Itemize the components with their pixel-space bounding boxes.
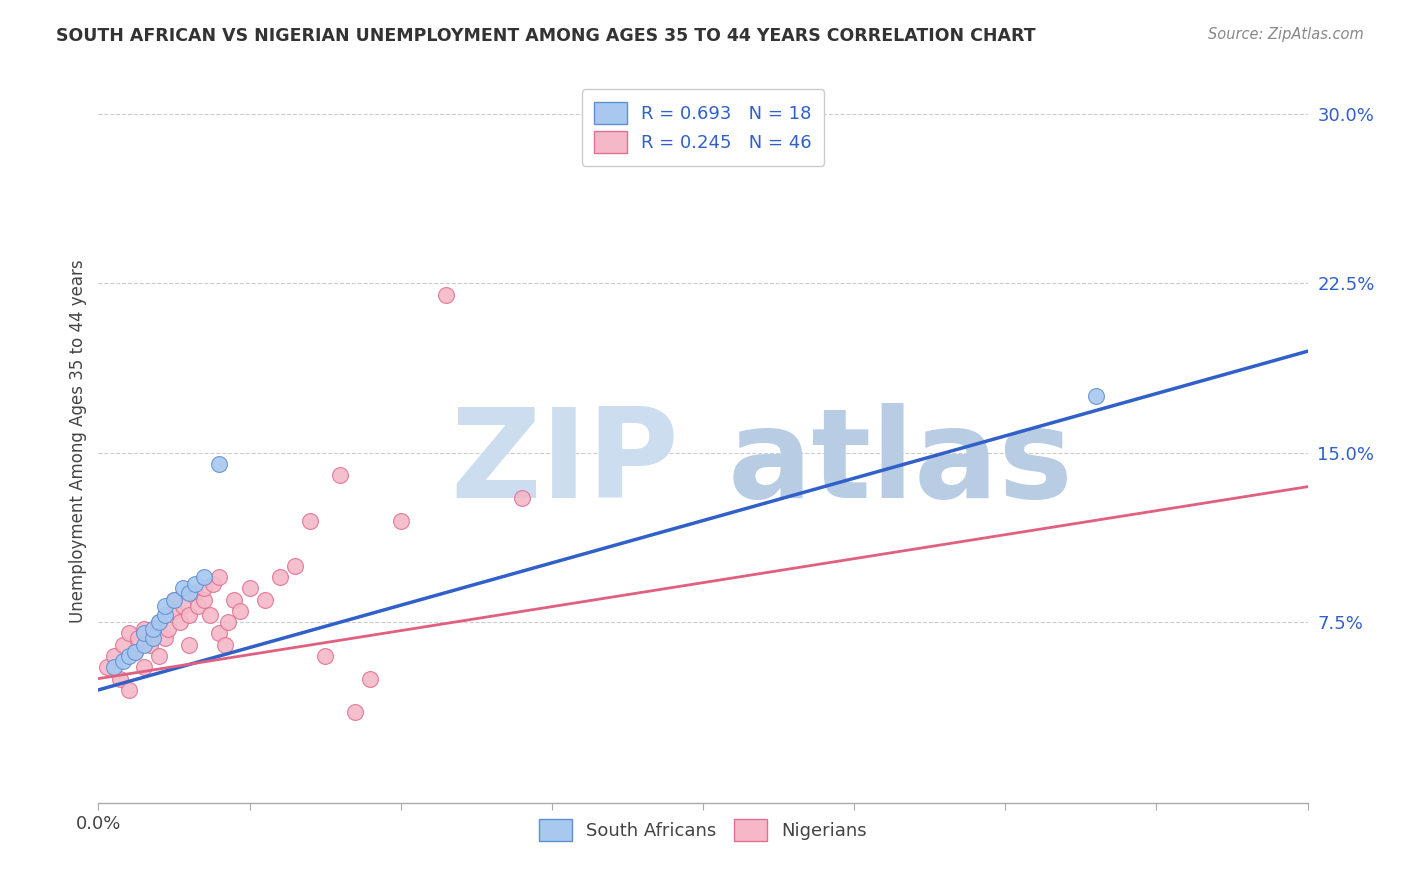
- Point: [163, 592, 186, 607]
- Point: [314, 648, 336, 663]
- Point: [179, 608, 201, 623]
- Point: [163, 604, 186, 618]
- Point: [202, 576, 225, 591]
- Point: [179, 586, 201, 600]
- Point: [153, 631, 176, 645]
- Point: [127, 631, 149, 645]
- Point: [329, 468, 352, 483]
- Point: [184, 586, 207, 600]
- Point: [148, 615, 170, 630]
- Point: [124, 644, 146, 658]
- Point: [187, 599, 209, 614]
- Point: [269, 570, 291, 584]
- Point: [434, 287, 457, 301]
- Point: [224, 592, 246, 607]
- Point: [208, 570, 231, 584]
- Point: [142, 631, 165, 645]
- Point: [344, 706, 367, 720]
- Point: [193, 592, 215, 607]
- Point: [510, 491, 533, 505]
- Point: [172, 582, 194, 596]
- Point: [124, 644, 146, 658]
- Text: SOUTH AFRICAN VS NIGERIAN UNEMPLOYMENT AMONG AGES 35 TO 44 YEARS CORRELATION CHA: SOUTH AFRICAN VS NIGERIAN UNEMPLOYMENT A…: [56, 27, 1036, 45]
- Point: [200, 608, 222, 623]
- Point: [229, 604, 252, 618]
- Point: [118, 648, 141, 663]
- Point: [118, 682, 141, 697]
- Point: [217, 615, 239, 630]
- Point: [96, 660, 118, 674]
- Point: [389, 514, 412, 528]
- Text: ZIP: ZIP: [450, 402, 679, 524]
- Point: [139, 638, 162, 652]
- Point: [148, 615, 170, 630]
- Y-axis label: Unemployment Among Ages 35 to 44 years: Unemployment Among Ages 35 to 44 years: [69, 260, 87, 624]
- Point: [299, 514, 322, 528]
- Point: [172, 599, 194, 614]
- Text: Source: ZipAtlas.com: Source: ZipAtlas.com: [1208, 27, 1364, 42]
- Text: atlas: atlas: [727, 402, 1073, 524]
- Point: [108, 672, 131, 686]
- Point: [179, 638, 201, 652]
- Legend: South Africans, Nigerians: South Africans, Nigerians: [531, 812, 875, 848]
- Point: [193, 570, 215, 584]
- Point: [142, 626, 165, 640]
- Point: [360, 672, 382, 686]
- Point: [284, 558, 307, 573]
- Point: [153, 608, 176, 623]
- Point: [239, 582, 262, 596]
- Point: [103, 648, 125, 663]
- Point: [132, 660, 155, 674]
- Point: [184, 576, 207, 591]
- Point: [253, 592, 276, 607]
- Point: [111, 638, 134, 652]
- Point: [214, 638, 236, 652]
- Point: [142, 622, 165, 636]
- Point: [103, 660, 125, 674]
- Point: [132, 638, 155, 652]
- Point: [169, 615, 191, 630]
- Point: [1085, 389, 1108, 403]
- Point: [148, 648, 170, 663]
- Point: [208, 457, 231, 471]
- Point: [208, 626, 231, 640]
- Point: [132, 622, 155, 636]
- Point: [163, 592, 186, 607]
- Point: [153, 599, 176, 614]
- Point: [111, 654, 134, 668]
- Point: [156, 622, 179, 636]
- Point: [132, 626, 155, 640]
- Point: [193, 582, 215, 596]
- Point: [118, 626, 141, 640]
